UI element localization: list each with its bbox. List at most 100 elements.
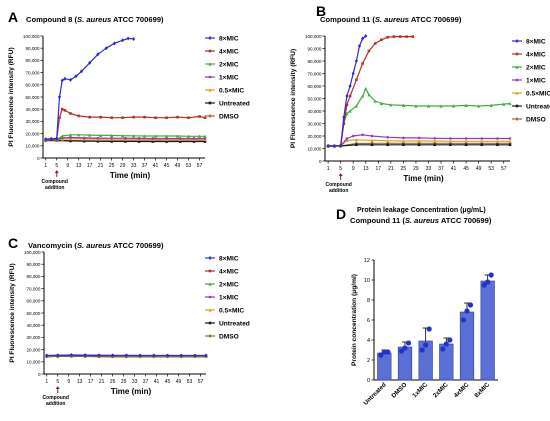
y-tick-label: 20,000 [307,134,321,139]
annotation-line-1: Compound [43,395,69,401]
y-tick-label: 0 [367,378,370,384]
data-point [345,103,349,107]
series-line [45,37,134,140]
y-axis-label: PI Fluorescence intensity (RFU) [9,263,16,362]
x-tick-label: 17 [87,163,93,169]
series-markers [326,34,368,148]
legend-label: 0.5×MIC [526,90,550,97]
panel-supertitle: Protein leakage Concentration (μg/mL) [357,207,486,214]
replicate-point [440,346,446,352]
x-tick-label: 21 [99,379,105,385]
data-point [357,44,362,48]
data-point [386,35,390,39]
x-tick-label: 45 [463,166,469,172]
data-point [176,115,179,119]
data-point [402,136,405,140]
data-point [508,143,512,147]
x-axis-label: Time (min) [403,174,444,183]
x-tick-label: 37 [142,163,148,169]
data-point [153,134,158,138]
legend-marker [208,282,212,286]
data-point [77,133,81,137]
y-tick-label: 90,000 [307,46,321,51]
y-tick-label: 60,000 [25,83,39,88]
replicate-point [485,279,491,285]
data-point [417,139,421,143]
data-point [152,353,156,358]
data-point [345,137,349,140]
data-point [132,134,136,138]
y-tick-label: 8 [367,298,370,304]
legend-marker [208,36,212,40]
x-tick-label: 5 [56,379,59,385]
legend-label: DMSO [219,113,239,120]
data-point [477,104,481,108]
data-point [480,137,484,140]
replicate-point [405,340,412,346]
replicate-point [398,348,405,354]
data-point [364,86,368,91]
data-point [99,133,103,138]
data-point [165,353,170,358]
y-tick-label: 20,000 [25,131,39,136]
data-point [138,353,142,358]
data-point [49,136,53,141]
data-point [204,353,208,358]
data-point [88,133,92,137]
data-point [132,37,136,42]
data-point [345,94,349,98]
y-tick-label: 70,000 [307,71,321,76]
data-point [398,35,402,38]
legend-marker [208,308,212,312]
data-point [126,36,130,41]
replicate-point [481,282,487,288]
data-point [79,69,84,74]
legend-label: 0.5×MIC [219,307,244,314]
legend-marker [515,104,519,108]
panel-letter: D [336,206,346,222]
data-point [480,139,484,143]
data-point [104,46,108,51]
data-point [361,94,365,98]
data-point [411,35,415,38]
legend-marker [208,62,212,66]
legend-marker [208,75,212,79]
legend-marker [208,321,212,325]
data-point [496,143,499,147]
data-point [417,143,421,147]
data-point [110,136,113,140]
x-tick-label: 21 [388,166,394,172]
x-tick-label: 5 [55,163,58,169]
legend-marker [208,256,212,260]
data-point [110,140,113,143]
y-tick-label: 60,000 [307,84,321,89]
data-point [203,140,207,143]
legend-marker [208,269,212,273]
x-tick-label: 33 [132,379,138,385]
x-tick-label: 29 [413,166,419,172]
y-tick-label: 10,000 [25,144,39,149]
addition-arrow-head [54,170,59,173]
data-point [124,140,127,143]
legend-marker [208,334,212,338]
replicate-point [426,326,432,332]
data-point [401,139,405,143]
replicate-point [488,272,494,278]
data-point [99,115,102,119]
legend-marker [515,78,519,82]
data-point [55,136,59,141]
data-point [379,101,384,106]
x-tick-label: 57 [197,163,203,169]
data-point [361,62,364,65]
data-point [193,353,197,358]
data-point [449,137,452,140]
data-point [151,140,155,143]
data-point [364,34,368,38]
legend-marker [208,49,212,53]
data-point [464,139,468,143]
x-tick-label: 57 [501,166,507,172]
data-point [82,139,86,143]
category-label: 4xMIC [453,381,471,399]
legend-marker [208,88,212,92]
